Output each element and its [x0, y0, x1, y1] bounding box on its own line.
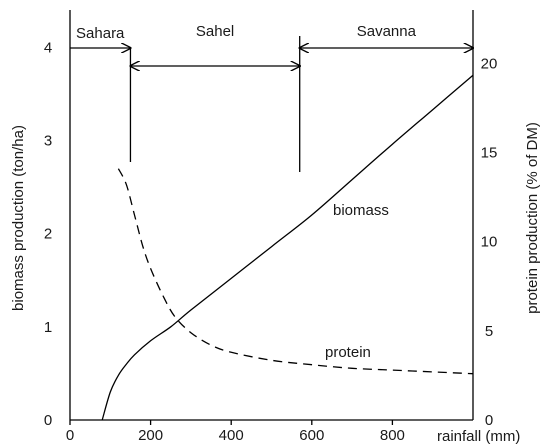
- biomass-annotation: biomass: [333, 202, 389, 219]
- zone-label-sahara: Sahara: [76, 25, 125, 42]
- x-tick-label: 200: [138, 427, 163, 444]
- left-y-tick-label: 4: [44, 39, 52, 56]
- left-y-tick-label: 3: [44, 132, 52, 149]
- zone-label-sahel: Sahel: [196, 23, 234, 40]
- x-axis-label: rainfall (mm): [437, 428, 520, 445]
- right-y-tick-label: 15: [481, 145, 498, 162]
- right-y-tick-label: 5: [485, 323, 493, 340]
- x-tick-label: 400: [219, 427, 244, 444]
- left-y-tick-label: 2: [44, 226, 52, 243]
- left-y-axis-label: biomass production (ton/ha): [10, 125, 27, 311]
- right-y-tick-label: 0: [485, 412, 493, 429]
- biomass-series-line: [101, 74, 474, 421]
- x-tick-label: 800: [380, 427, 405, 444]
- zone-label-savanna: Savanna: [357, 23, 417, 40]
- x-tick-label: 0: [66, 427, 74, 444]
- protein-series-line: [117, 168, 474, 375]
- right-y-tick-label: 20: [481, 55, 498, 72]
- left-y-tick-label: 1: [44, 319, 52, 336]
- protein-annotation: protein: [325, 344, 371, 361]
- right-y-tick-label: 10: [481, 234, 498, 251]
- x-tick-label: 600: [299, 427, 324, 444]
- right-y-axis-label: protein production (% of DM): [524, 122, 541, 314]
- left-y-tick-label: 0: [44, 412, 52, 429]
